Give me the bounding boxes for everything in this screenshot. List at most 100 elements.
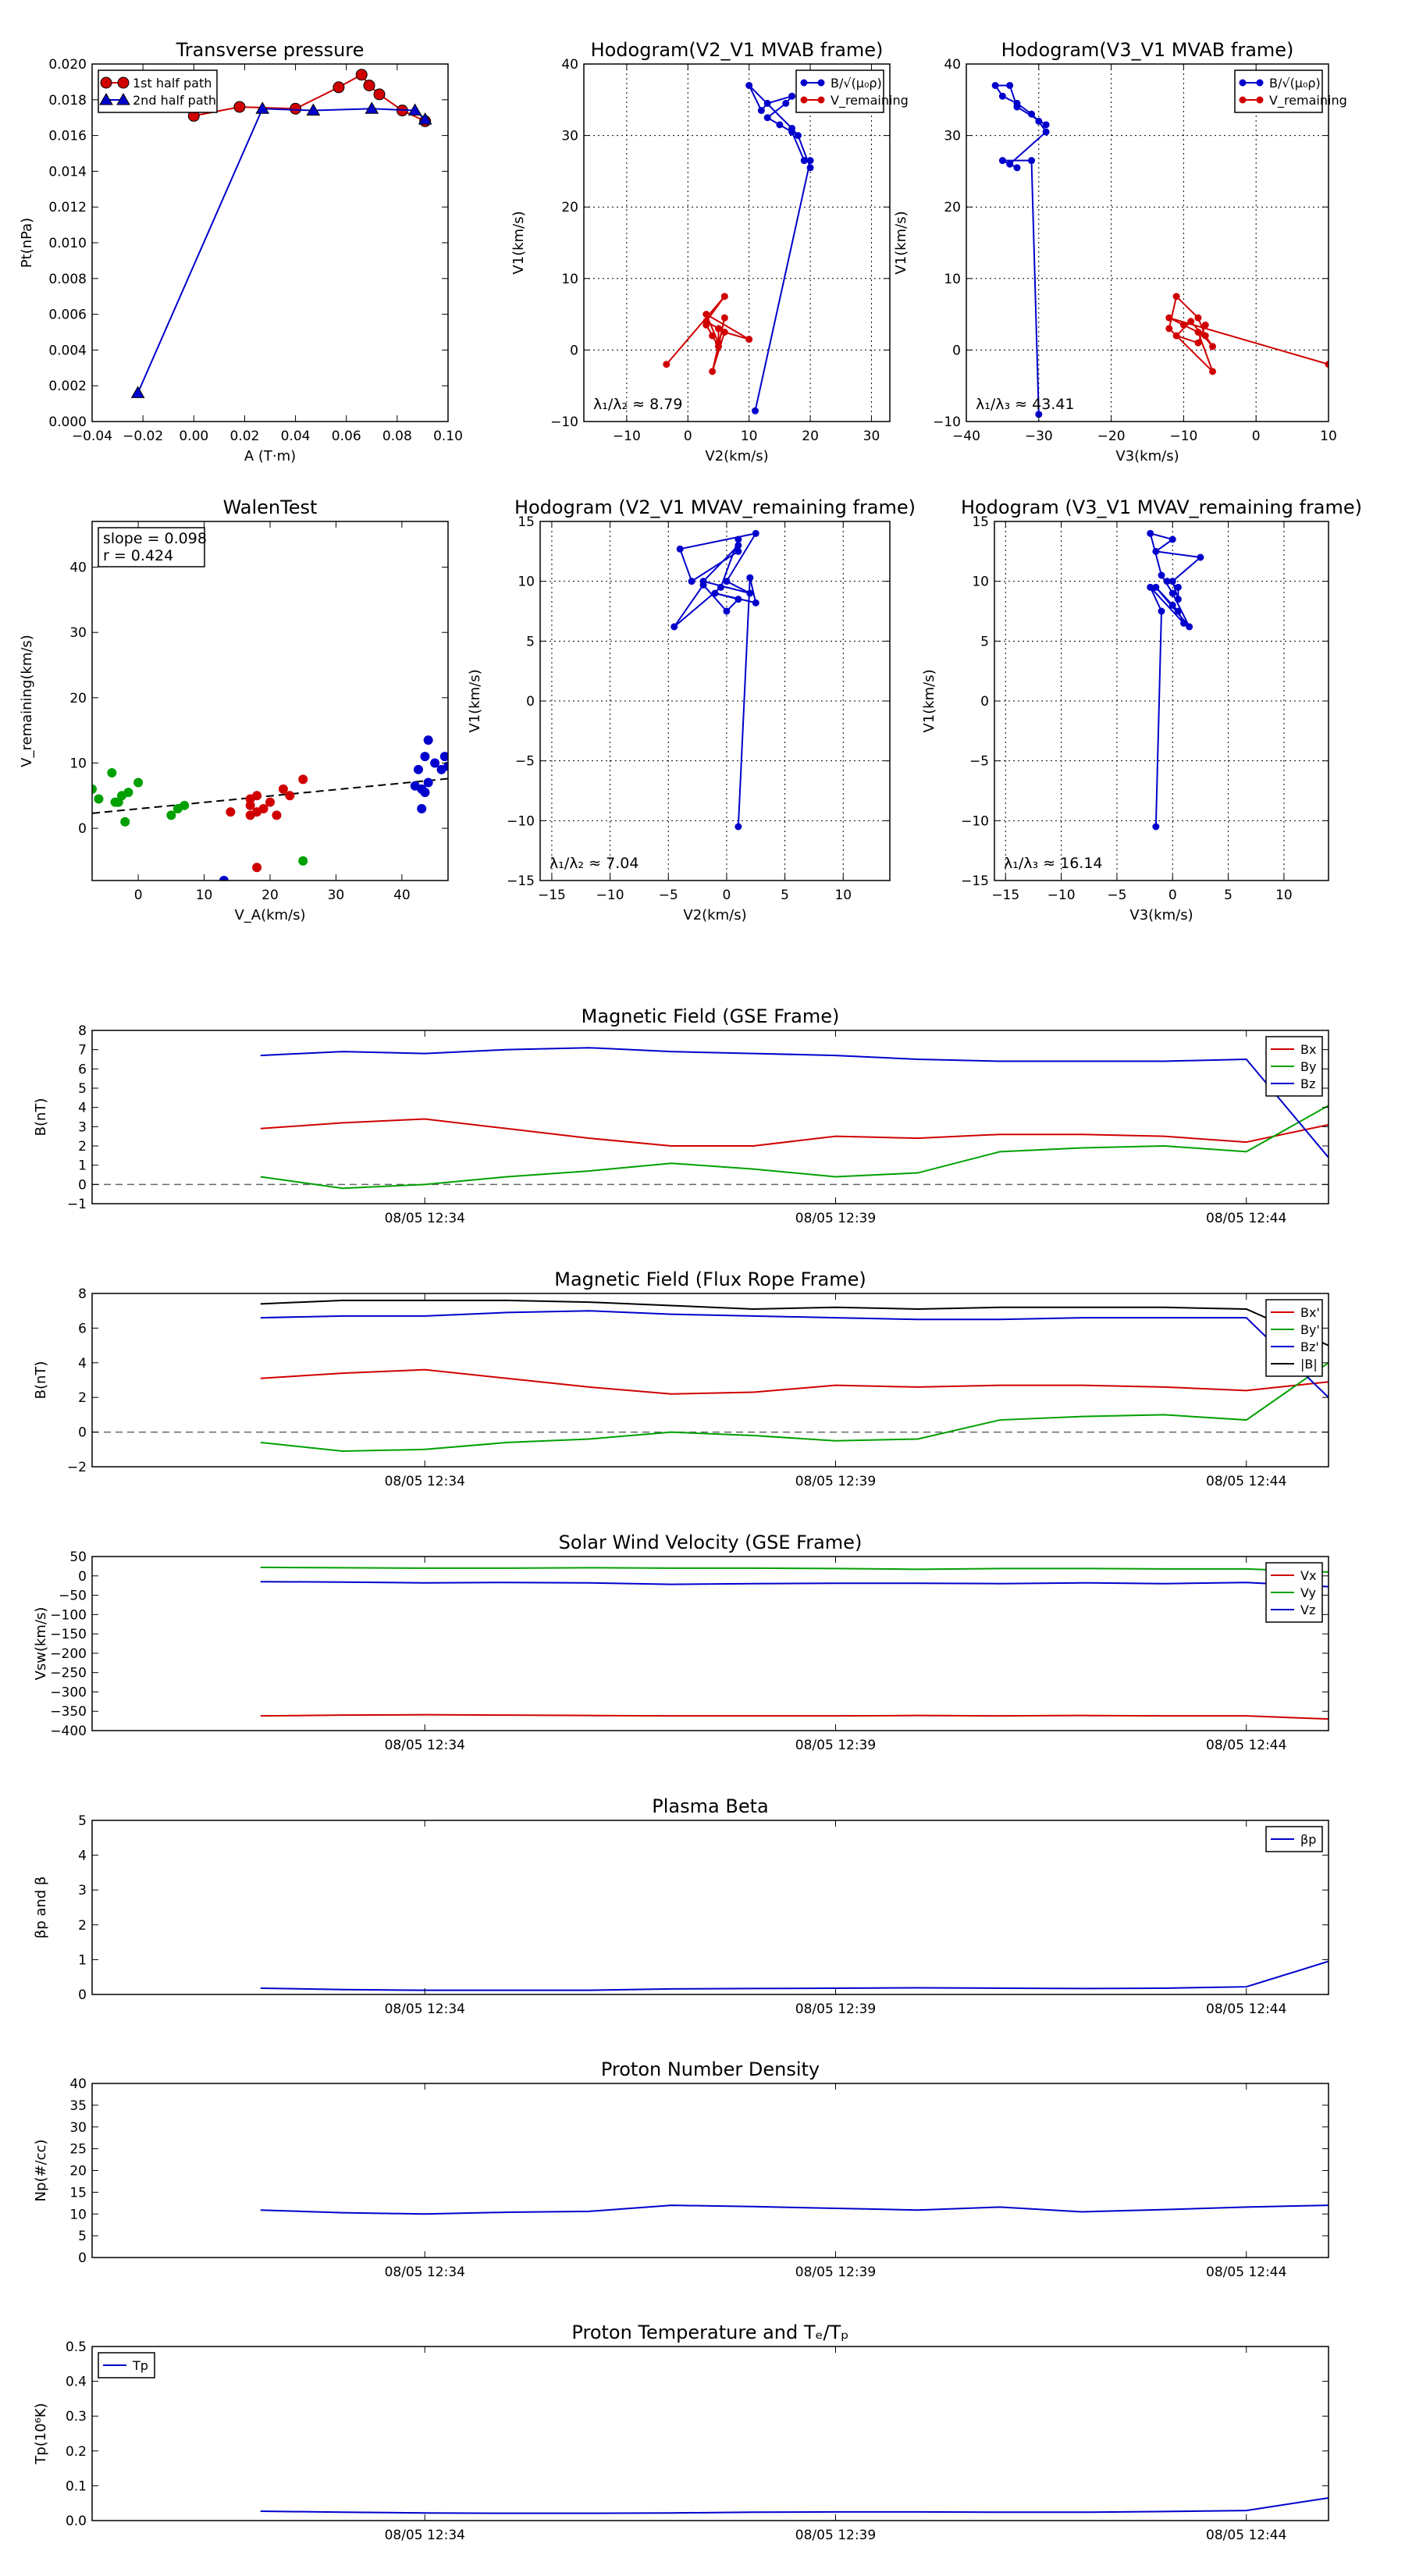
series-line-1 xyxy=(748,84,812,411)
x-tick-label: −10 xyxy=(1169,429,1197,444)
data-point xyxy=(757,107,765,115)
legend: βp xyxy=(1265,1826,1323,1852)
legend-label: Vy xyxy=(1300,1585,1316,1600)
legend-box xyxy=(1234,69,1323,113)
data-point xyxy=(1174,596,1182,603)
data-point xyxy=(752,407,759,415)
data-point xyxy=(723,578,731,585)
data-point xyxy=(92,784,97,794)
data-point xyxy=(1028,110,1036,118)
legend-label: Bx xyxy=(1300,1042,1316,1057)
x-tick-label: 5 xyxy=(781,888,789,903)
y-tick-label: −350 xyxy=(50,1704,87,1720)
y-tick-label: 5 xyxy=(526,634,535,649)
data-point xyxy=(1174,583,1182,591)
data-point xyxy=(717,583,724,591)
data-point xyxy=(94,794,104,804)
x-tick-label: 08/05 12:44 xyxy=(1206,2265,1286,2280)
data-point xyxy=(663,361,670,368)
data-point xyxy=(123,788,133,798)
y-tick-label: −100 xyxy=(50,1607,87,1623)
y-tick-label: 30 xyxy=(69,625,87,641)
stats-box xyxy=(98,527,205,568)
y-tick-label: 0 xyxy=(570,343,578,358)
chart-p7: 08/05 12:34 08/05 12:39 08/05 12:44 −1 0 1 2 3 4… xyxy=(33,1005,1329,1226)
series-line-2 xyxy=(260,1361,1329,1453)
y-tick-label: 0 xyxy=(78,1425,87,1441)
y-tick-label: 20 xyxy=(561,200,578,215)
chart-title: Hodogram(V3_V1 MVAB frame) xyxy=(1001,39,1294,61)
x-axis-label: V2(km/s) xyxy=(683,907,746,923)
y-axis-label: Tp(10⁶K) xyxy=(33,2403,49,2464)
x-tick-label: 08/05 12:39 xyxy=(795,2528,876,2543)
data-point xyxy=(255,101,270,114)
legend-label: 1st half path xyxy=(133,76,212,91)
legend-marker xyxy=(800,96,808,104)
x-tick-label: 08/05 12:44 xyxy=(1206,1211,1286,1226)
legend-label: V_remaining xyxy=(1269,93,1347,109)
x-tick-label: 08/05 12:34 xyxy=(385,2265,465,2280)
data-point xyxy=(166,810,176,820)
legend-label: Vx xyxy=(1300,1568,1316,1583)
chart-title: Hodogram(V2_V1 MVAB frame) xyxy=(591,39,884,61)
data-point xyxy=(439,752,448,762)
data-point xyxy=(180,800,190,810)
plot-area xyxy=(260,2204,1329,2215)
y-tick-label: −5 xyxy=(969,754,989,770)
series-line-3 xyxy=(260,1047,1329,1158)
legend-box xyxy=(795,69,884,113)
chart-title: Proton Number Density xyxy=(601,2058,820,2080)
data-point xyxy=(1147,529,1154,537)
data-point xyxy=(1172,332,1180,340)
data-point xyxy=(782,99,790,107)
data-point xyxy=(1013,103,1021,111)
data-point xyxy=(373,88,386,101)
legend-marker xyxy=(817,79,825,87)
data-point xyxy=(720,314,728,322)
data-point xyxy=(365,101,379,114)
legend: Bx' By' Bz' |B| xyxy=(1265,1299,1323,1377)
data-point xyxy=(130,386,145,398)
legend-label: B/√(μ₀ρ) xyxy=(831,76,882,91)
data-point xyxy=(298,856,308,866)
x-tick-label: 20 xyxy=(261,888,279,903)
data-point xyxy=(418,112,432,125)
data-point xyxy=(285,791,295,801)
y-tick-label: 10 xyxy=(69,756,87,771)
legend-label: 2nd half path xyxy=(133,93,216,108)
data-point xyxy=(423,777,433,788)
data-point xyxy=(219,876,229,881)
legend-marker xyxy=(1256,79,1264,87)
y-tick-label: 0.5 xyxy=(66,2339,87,2355)
x-tick-label: 08/05 12:44 xyxy=(1206,2001,1286,2017)
data-point xyxy=(723,607,731,615)
y-tick-label: 0.018 xyxy=(48,93,87,109)
y-tick-label: 5 xyxy=(78,1081,87,1097)
plot-area xyxy=(130,69,432,398)
data-point xyxy=(788,92,796,100)
data-point xyxy=(290,102,302,115)
y-tick-label: −10 xyxy=(961,813,989,829)
data-point xyxy=(1013,164,1021,172)
data-point xyxy=(306,103,321,116)
y-tick-label: −2 xyxy=(67,1460,87,1475)
data-point xyxy=(107,768,117,777)
x-tick-label: 30 xyxy=(863,429,880,444)
data-point xyxy=(752,529,759,537)
y-tick-label: 0.2 xyxy=(66,2444,87,2460)
x-tick-label: −15 xyxy=(991,888,1019,903)
x-tick-label: 08/05 12:39 xyxy=(795,1474,876,1489)
data-point xyxy=(745,81,753,89)
y-axis-label: V1(km/s) xyxy=(893,211,909,274)
legend-label: B/√(μ₀ρ) xyxy=(1269,76,1321,91)
y-tick-label: 50 xyxy=(69,1550,87,1565)
y-tick-label: 7 xyxy=(78,1043,87,1059)
data-point xyxy=(763,99,771,107)
legend: 1st half path 2nd half path xyxy=(98,69,218,113)
plot-area xyxy=(663,81,814,415)
legend: B/√(μ₀ρ) V_remaining xyxy=(795,69,909,113)
data-point xyxy=(133,777,144,788)
data-point xyxy=(746,589,754,597)
x-axis-label: V3(km/s) xyxy=(1115,448,1179,464)
y-tick-label: 4 xyxy=(78,1356,87,1372)
